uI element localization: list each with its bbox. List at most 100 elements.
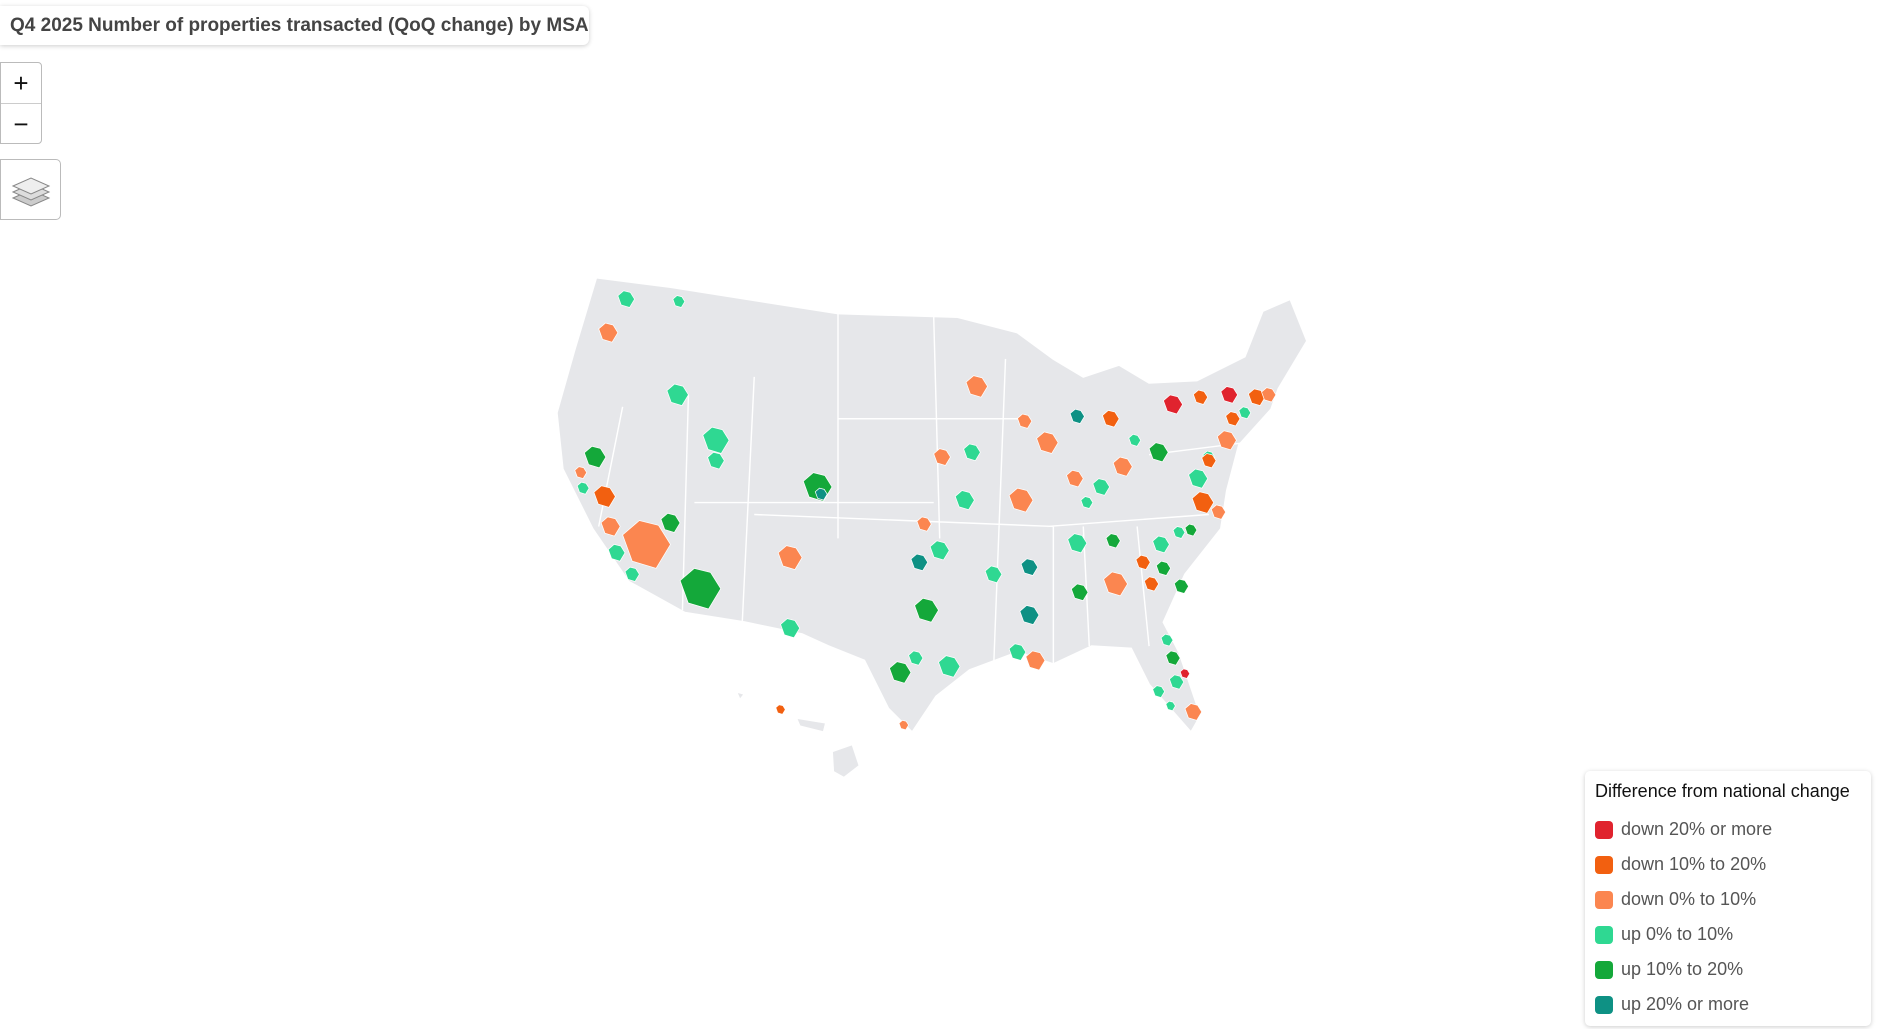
legend-swatch xyxy=(1595,960,1613,979)
msa-region[interactable] xyxy=(600,516,621,537)
legend-swatch xyxy=(1595,925,1613,944)
msa-region[interactable] xyxy=(576,481,590,495)
msa-region[interactable] xyxy=(910,553,929,572)
msa-region[interactable] xyxy=(1103,571,1128,597)
legend-item: up 20% or more xyxy=(1595,987,1861,1022)
msa-region[interactable] xyxy=(1179,668,1191,679)
msa-region[interactable] xyxy=(1128,433,1142,447)
msa-region[interactable] xyxy=(660,512,681,533)
msa-region[interactable] xyxy=(679,567,722,610)
msa-region[interactable] xyxy=(1225,411,1241,427)
msa-region[interactable] xyxy=(984,565,1003,584)
msa-region[interactable] xyxy=(775,704,786,715)
msa-region[interactable] xyxy=(1152,685,1166,698)
msa-region[interactable] xyxy=(898,719,910,731)
msa-region[interactable] xyxy=(1163,394,1184,415)
msa-region[interactable] xyxy=(1036,431,1059,454)
zoom-in-button[interactable]: + xyxy=(1,63,41,104)
msa-region[interactable] xyxy=(777,545,803,570)
msa-region[interactable] xyxy=(1201,453,1217,469)
msa-region[interactable] xyxy=(929,540,950,561)
msa-region[interactable] xyxy=(1008,487,1034,513)
legend-title: Difference from national change xyxy=(1595,781,1850,801)
msa-region[interactable] xyxy=(938,655,961,678)
msa-region[interactable] xyxy=(1020,558,1039,576)
alaska xyxy=(831,743,861,779)
legend: Difference from national change down 20%… xyxy=(1585,771,1871,1026)
msa-region[interactable] xyxy=(1135,554,1151,570)
msa-region[interactable] xyxy=(1080,496,1094,509)
legend-swatch xyxy=(1595,890,1613,909)
msa-region[interactable] xyxy=(1184,703,1203,721)
msa-region[interactable] xyxy=(1008,643,1027,661)
msa-region[interactable] xyxy=(1112,456,1133,477)
zoom-out-button[interactable]: − xyxy=(13,109,29,139)
msa-region[interactable] xyxy=(583,445,607,469)
legend-swatch xyxy=(1595,855,1613,874)
msa-region[interactable] xyxy=(707,451,725,470)
msa-region[interactable] xyxy=(908,650,924,666)
msa-region[interactable] xyxy=(1220,386,1239,404)
msa-region[interactable] xyxy=(1184,523,1198,537)
msa-region[interactable] xyxy=(1143,576,1160,592)
msa-region[interactable] xyxy=(1105,533,1121,549)
msa-region[interactable] xyxy=(965,375,988,398)
legend-item: down 10% to 20% xyxy=(1595,847,1861,882)
msa-region[interactable] xyxy=(914,597,939,623)
legend-label: up 10% to 20% xyxy=(1621,959,1744,979)
msa-region[interactable] xyxy=(954,490,975,511)
zoom-control: + − xyxy=(0,62,42,144)
msa-region[interactable] xyxy=(1210,504,1227,520)
legend-label: up 0% to 10% xyxy=(1621,924,1734,944)
legend-label: up 20% or more xyxy=(1621,994,1750,1014)
msa-region[interactable] xyxy=(1261,387,1277,403)
msa-region[interactable] xyxy=(1188,468,1209,489)
msa-region[interactable] xyxy=(1148,442,1169,463)
msa-region[interactable] xyxy=(574,466,588,480)
msa-region[interactable] xyxy=(1152,535,1170,554)
msa-region[interactable] xyxy=(666,383,689,407)
msa-region[interactable] xyxy=(617,290,636,308)
msa-region[interactable] xyxy=(814,487,828,501)
msa-region[interactable] xyxy=(1238,406,1252,420)
msa-region[interactable] xyxy=(1092,478,1111,496)
msa-region[interactable] xyxy=(1069,408,1085,424)
msa-region[interactable] xyxy=(624,566,640,582)
msa-region[interactable] xyxy=(702,426,730,454)
msa-regions xyxy=(574,290,1277,731)
msa-region[interactable] xyxy=(1192,389,1209,405)
msa-region[interactable] xyxy=(1066,469,1084,488)
msa-region[interactable] xyxy=(916,516,932,532)
msa-region[interactable] xyxy=(1019,605,1040,626)
msa-region[interactable] xyxy=(622,520,671,569)
msa-region[interactable] xyxy=(1165,700,1176,712)
legend-swatch xyxy=(1595,995,1613,1014)
msa-region[interactable] xyxy=(1101,410,1120,428)
msa-region[interactable] xyxy=(963,443,981,462)
msa-region[interactable] xyxy=(593,485,616,508)
msa-region[interactable] xyxy=(1067,533,1088,554)
msa-region[interactable] xyxy=(1017,413,1033,429)
msa-region[interactable] xyxy=(598,322,619,343)
msa-region[interactable] xyxy=(1160,633,1174,647)
msa-region[interactable] xyxy=(1172,526,1186,539)
msa-region[interactable] xyxy=(1025,650,1046,671)
msa-region[interactable] xyxy=(1191,491,1215,514)
msa-region[interactable] xyxy=(672,295,686,308)
msa-region[interactable] xyxy=(1216,430,1237,451)
msa-region[interactable] xyxy=(1165,650,1181,666)
msa-region[interactable] xyxy=(1155,560,1172,576)
legend-item: up 0% to 10% xyxy=(1595,917,1861,952)
msa-region[interactable] xyxy=(607,544,626,562)
msa-region[interactable] xyxy=(889,661,912,684)
msa-region[interactable] xyxy=(1070,583,1089,602)
legend-item: down 20% or more xyxy=(1595,812,1861,847)
msa-region[interactable] xyxy=(1169,674,1185,690)
legend-label: down 0% to 10% xyxy=(1621,889,1757,909)
msa-region[interactable] xyxy=(933,448,951,466)
msa-region[interactable] xyxy=(780,618,801,639)
msa-region[interactable] xyxy=(1173,578,1189,594)
layers-button[interactable] xyxy=(0,159,61,220)
